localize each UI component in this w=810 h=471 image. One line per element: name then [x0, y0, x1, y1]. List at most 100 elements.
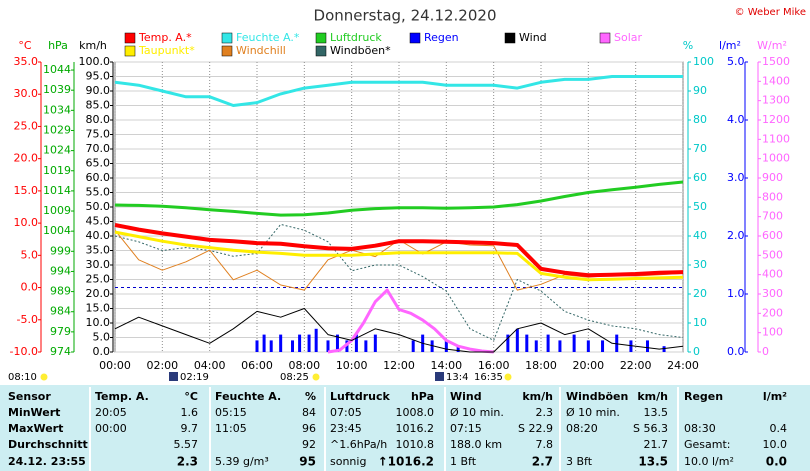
y-tick-label: 10.0	[14, 216, 39, 229]
table-cell: 7.8	[536, 438, 554, 451]
y-tick-label: 994	[50, 264, 71, 277]
axis-title: °C	[18, 39, 32, 52]
rain-bar	[546, 334, 550, 352]
y-tick-label: 984	[50, 305, 71, 318]
y-tick-label: 35.0	[14, 55, 39, 68]
y-tick-label: 989	[50, 285, 71, 298]
legend-swatch	[221, 45, 233, 57]
y-tick-label: 15.0	[14, 184, 39, 197]
table-cell: 00:00	[95, 422, 127, 435]
y-tick-label: 50.0	[86, 200, 111, 213]
table-cell: ^1.6hPa/h	[330, 438, 387, 451]
table-cell: sonnig	[330, 455, 366, 468]
y-tick-label: 1039	[43, 83, 71, 96]
table-cell: Durchschnitt	[8, 438, 88, 451]
moon-icon	[435, 372, 444, 381]
y-tick-label: 300	[762, 287, 783, 300]
x-tick-label: 24:00	[667, 359, 699, 372]
y-tick-label: 4.0	[727, 113, 745, 126]
y-tick-label: 45.0	[86, 215, 111, 228]
table-cell: 5.39 g/m³	[215, 455, 269, 468]
table-cell: 92	[302, 438, 316, 451]
rain-bar	[525, 334, 529, 352]
sun-icon	[312, 373, 320, 381]
y-tick-label: 1200	[762, 113, 790, 126]
y-tick-label: 25.0	[86, 273, 111, 286]
table-cell: 0.4	[770, 422, 788, 435]
axis-title: %	[683, 39, 693, 52]
table-cell: 20:05	[95, 406, 127, 419]
table-cell: 2.7	[532, 455, 553, 469]
x-tick-label: 18:00	[525, 359, 557, 372]
y-tick-label: 95.0	[86, 70, 111, 83]
axis-title: l/m²	[719, 39, 741, 52]
y-tick-label: 1100	[762, 132, 790, 145]
y-tick-label: 5.0	[21, 248, 39, 261]
sun-icon	[40, 373, 48, 381]
series-line	[114, 223, 684, 278]
table-cell: 08:20	[566, 422, 598, 435]
rain-bar	[662, 346, 666, 352]
table-cell: 96	[302, 422, 316, 435]
table-cell: 5.57	[174, 438, 199, 451]
x-tick-label: 02:00	[146, 359, 178, 372]
legend-label: Regen	[424, 31, 459, 44]
table-cell: Feuchte A.	[215, 390, 281, 403]
y-tick-label: 1009	[43, 204, 71, 217]
table-cell: 9.7	[181, 422, 199, 435]
y-tick-label: 90.0	[86, 84, 111, 97]
legend-swatch	[504, 32, 516, 44]
y-tick-label: 30.0	[86, 258, 111, 271]
astro-time: 08:10	[8, 372, 37, 383]
x-tick-label: 20:00	[572, 359, 604, 372]
y-tick-label: 0	[762, 345, 769, 358]
y-tick-label: 200	[762, 306, 783, 319]
rain-bar	[326, 340, 330, 352]
legend-swatch	[221, 32, 233, 44]
rain-bar	[373, 334, 377, 352]
table-cell: l/m²	[763, 390, 787, 403]
table-cell: 10.0	[763, 438, 788, 451]
table-cell: Windböen	[566, 390, 628, 403]
table-cell: km/h	[522, 390, 553, 403]
y-tick-label: 90	[693, 84, 707, 97]
y-tick-label: 100.0	[79, 55, 111, 68]
table-cell: Gesamt:	[684, 438, 731, 451]
table-cell: 1.6	[181, 406, 199, 419]
series-line	[114, 308, 684, 353]
y-tick-label: 100	[762, 326, 783, 339]
table-cell: Regen	[684, 390, 723, 403]
x-tick-label: 22:00	[620, 359, 652, 372]
y-tick-label: 1024	[43, 144, 71, 157]
table-cell: S 56.3	[633, 422, 668, 435]
legend-label: Solar	[614, 31, 643, 44]
table-cell: Wind	[450, 390, 482, 403]
y-tick-label: 1.0	[727, 287, 745, 300]
legend-label: Windböen*	[330, 44, 391, 57]
y-tick-label: 1034	[43, 103, 71, 116]
rain-bar	[354, 334, 358, 352]
table-cell: 21.7	[644, 438, 669, 451]
series-line	[114, 230, 684, 282]
y-tick-label: 979	[50, 325, 71, 338]
y-tick-label: 20	[693, 287, 707, 300]
rain-bar	[558, 340, 562, 352]
table-cell: 10.0 l/m²	[684, 455, 734, 468]
y-tick-label: 900	[762, 171, 783, 184]
table-cell: %	[305, 390, 316, 403]
y-tick-label: 800	[762, 190, 783, 203]
table-cell: S 22.9	[518, 422, 553, 435]
legend-label: Taupunkt*	[138, 44, 195, 57]
table-cell: Luftdruck	[330, 390, 391, 403]
legend-label: Feuchte A.*	[236, 31, 300, 44]
y-tick-label: -10.0	[10, 345, 38, 358]
table-cell: 23:45	[330, 422, 362, 435]
table-cell: MinWert	[8, 406, 60, 419]
y-tick-label: 75.0	[86, 128, 111, 141]
y-tick-label: 1500	[762, 55, 790, 68]
copyright: © Weber Mike	[735, 7, 806, 18]
table-cell: 1008.0	[396, 406, 435, 419]
y-tick-label: 25.0	[14, 119, 39, 132]
table-cell: 2.3	[536, 406, 554, 419]
